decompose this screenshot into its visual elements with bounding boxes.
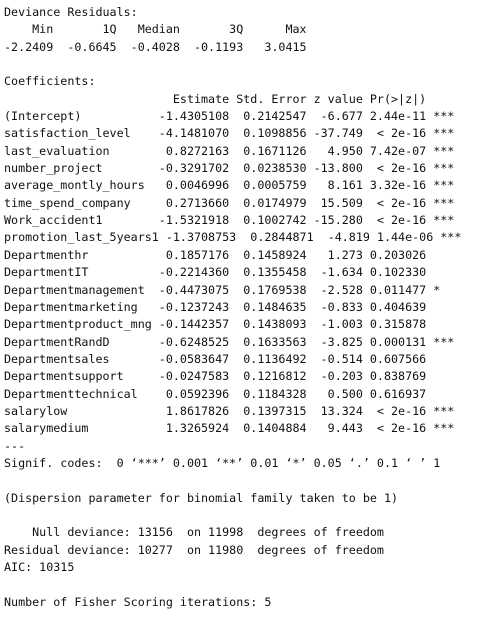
coef-row-department-management: Departmentmanagement -0.4473075 0.176953… xyxy=(4,282,441,297)
coef-row-department-technical: Departmenttechnical 0.0592396 0.1184328 … xyxy=(4,386,427,401)
signif-codes-line: Signif. codes: 0 ‘***’ 0.001 ‘**’ 0.01 ‘… xyxy=(4,455,441,470)
coef-row-department-hr: Departmenthr 0.1857176 0.1458924 1.273 0… xyxy=(4,247,427,262)
dispersion-parameter-line: (Dispersion parameter for binomial famil… xyxy=(4,490,399,505)
blank-line xyxy=(4,56,502,73)
coef-row-time-spend-company: time_spend_company 0.2713660 0.0174979 1… xyxy=(4,195,455,210)
aic-line: AIC: 10315 xyxy=(4,560,75,574)
coef-row-department-it: DepartmentIT -0.2214360 0.1355458 -1.634… xyxy=(4,265,427,280)
coef-row-salary-medium: salarymedium 1.3265924 0.1404884 9.443 <… xyxy=(4,421,455,436)
coef-row-satisfaction-level: satisfaction_level -4.1481070 0.1098856 … xyxy=(4,126,455,141)
residuals-header-row: Min 1Q Median 3Q Max xyxy=(4,22,307,37)
null-deviance-line: Null deviance: 13156 on 11998 degrees of… xyxy=(4,525,384,540)
coef-row-department-product-mng: Departmentproduct_mng -0.1442357 0.14380… xyxy=(4,317,427,332)
coef-row-department-sales: Departmentsales -0.0583647 0.1136492 -0.… xyxy=(4,351,427,366)
coef-row-average-montly-hours: average_montly_hours 0.0046996 0.0005759… xyxy=(4,178,455,193)
fisher-scoring-iterations-line: Number of Fisher Scoring iterations: 5 xyxy=(4,594,272,609)
coef-row-intercept: (Intercept) -1.4305108 0.2142547 -6.677 … xyxy=(4,109,455,124)
coef-row-promotion-last-5years: promotion_last_5years1 -1.3708753 0.2844… xyxy=(4,230,462,245)
coef-row-last-evaluation: last_evaluation 0.8272163 0.1671126 4.95… xyxy=(4,143,455,158)
coefficients-heading: Coefficients: xyxy=(4,74,96,89)
residuals-values-row: -2.2409 -0.6645 -0.4028 -0.1193 3.0415 xyxy=(4,39,307,54)
coef-row-salary-low: salarylow 1.8617826 0.1397315 13.324 < 2… xyxy=(4,403,455,418)
coef-row-department-marketing: Departmentmarketing -0.1237243 0.1484635… xyxy=(4,299,427,314)
coef-row-department-support: Departmentsupport -0.0247583 0.1216812 -… xyxy=(4,369,427,384)
coef-row-work-accident: Work_accident1 -1.5321918 0.1002742 -15.… xyxy=(4,213,455,228)
coef-row-department-randd: DepartmentRandD -0.6248525 0.1633563 -3.… xyxy=(4,334,455,349)
coef-row-number-project: number_project -0.3291702 0.0238530 -13.… xyxy=(4,161,455,176)
separator-line: --- xyxy=(4,438,26,453)
blank-line xyxy=(4,472,502,489)
residual-deviance-line: Residual deviance: 10277 on 11980 degree… xyxy=(4,542,384,557)
deviance-residuals-heading: Deviance Residuals: xyxy=(4,5,138,19)
blank-line xyxy=(4,576,502,593)
blank-line xyxy=(4,507,502,524)
coefficients-header-row: Estimate Std. Error z value Pr(>|z|) xyxy=(4,91,427,106)
